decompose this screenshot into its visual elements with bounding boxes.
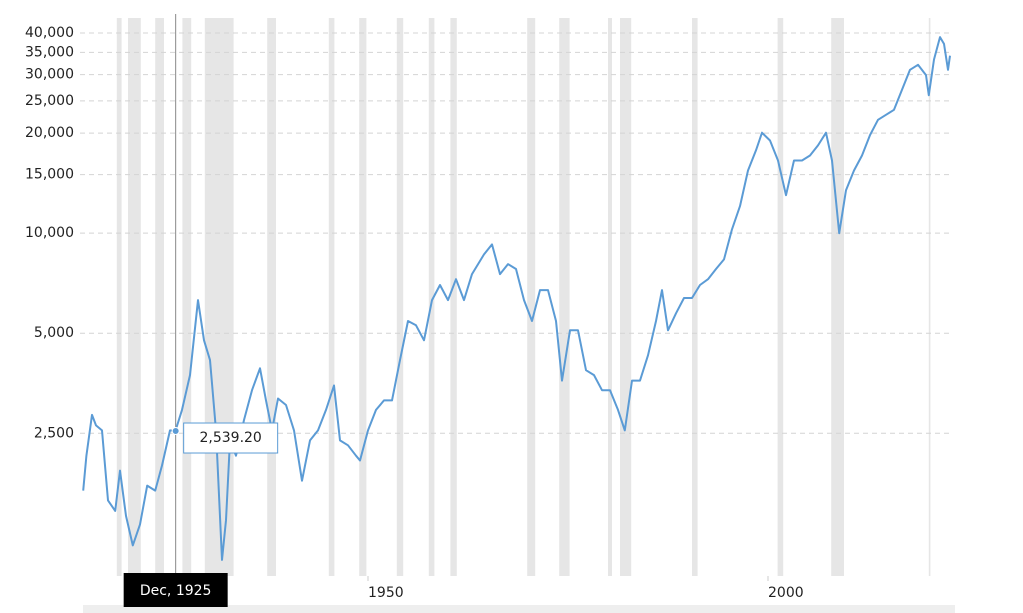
- y-tick-label: 20,000: [25, 125, 74, 141]
- y-tick-label: 15,000: [25, 167, 74, 183]
- recession-band: [559, 18, 570, 576]
- recession-band: [692, 18, 698, 576]
- recession-band: [620, 18, 632, 576]
- navigator-strip: [83, 605, 955, 613]
- series-line: [82, 36, 951, 561]
- recession-band: [182, 18, 192, 576]
- y-tick-label: 5,000: [34, 325, 74, 341]
- recession-band: [155, 18, 164, 576]
- x-tick-label: 1950: [368, 585, 404, 601]
- recession-band: [396, 18, 404, 576]
- grid: [80, 32, 952, 434]
- date-box: [123, 573, 228, 607]
- recession-band: [831, 18, 844, 576]
- axes: 2,500 5,000 10,000 15,000 20,000 25,000 30,000…: [25, 25, 804, 601]
- recession-band: [777, 18, 784, 576]
- recession-band: [428, 18, 435, 576]
- value-label: 2,539.20: [199, 430, 261, 446]
- tooltip: 2,539.20 Dec, 1925: [123, 14, 279, 607]
- y-tick-label: 40,000: [25, 25, 74, 41]
- recession-band: [450, 18, 457, 576]
- recession-band: [128, 18, 141, 576]
- value-box: [183, 422, 279, 454]
- x-tick-label: 2000: [768, 585, 804, 601]
- y-tick-label: 10,000: [25, 225, 74, 241]
- plot: [82, 36, 951, 561]
- recession-band: [267, 18, 276, 576]
- y-tick-label: 2,500: [34, 425, 74, 441]
- y-tick-label: 35,000: [25, 44, 74, 60]
- y-tick-label: 25,000: [25, 93, 74, 109]
- recession-band: [116, 18, 122, 576]
- hover-point: [171, 427, 180, 436]
- y-tick-label: 30,000: [25, 67, 74, 83]
- recession-band: [608, 18, 612, 576]
- recession-band: [928, 18, 931, 576]
- recession-band: [527, 18, 536, 576]
- recession-band: [359, 18, 367, 576]
- date-label: Dec, 1925: [140, 583, 212, 599]
- recession-band: [328, 18, 335, 576]
